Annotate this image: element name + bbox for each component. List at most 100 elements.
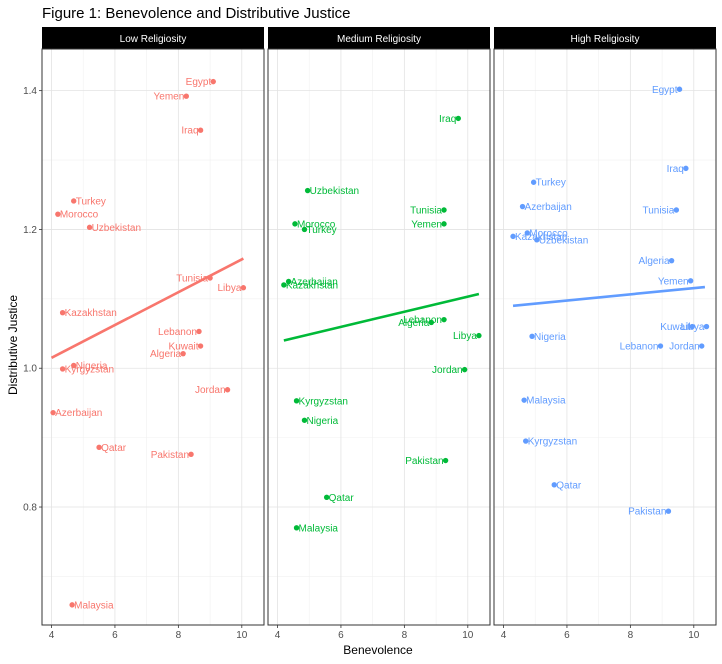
y-tick-label: 1.4	[23, 86, 37, 97]
data-point-kazakhstan	[281, 282, 287, 288]
data-point-qatar	[551, 482, 557, 488]
data-point-uzbekistan	[534, 237, 540, 243]
y-tick-label: 1.2	[23, 225, 37, 236]
data-point-lebanon	[441, 316, 447, 323]
point-label: Yemen	[411, 219, 442, 230]
point-label: Pakistan	[628, 507, 666, 518]
data-point-nigeria	[529, 333, 535, 340]
data-point-malaysia	[521, 397, 527, 403]
fit-line	[512, 285, 706, 308]
point-label: Uzbekistan	[539, 235, 588, 246]
strip-background	[494, 27, 716, 49]
point-label: Algeria	[398, 318, 430, 329]
panel-background	[268, 49, 490, 625]
point-label: Egypt	[652, 85, 678, 96]
x-tick-label: 6	[338, 630, 344, 641]
point-label: Kazakhstan	[286, 280, 338, 291]
data-point-yemen	[687, 278, 694, 284]
data-point-lebanon	[196, 328, 202, 335]
x-tick-label: 8	[402, 630, 408, 641]
point-label: Turkey	[536, 178, 566, 189]
data-point-libya	[476, 332, 482, 339]
data-point-algeria	[428, 319, 435, 326]
data-point-libya	[703, 323, 710, 330]
strip-label: Medium Religiosity	[337, 34, 421, 45]
point-label: Azerbaijan	[291, 277, 338, 288]
point-label: Malaysia	[526, 396, 566, 407]
x-tick-label: 6	[112, 630, 118, 641]
data-point-uzbekistan	[304, 187, 311, 194]
point-label: Turkey	[76, 196, 106, 207]
data-point-algeria	[668, 257, 675, 264]
data-point-algeria	[180, 350, 186, 357]
point-label: Morocco	[529, 228, 568, 239]
data-point-kazakhstan	[510, 233, 516, 240]
point-label: Nigeria	[534, 332, 566, 343]
point-label: Azerbaijan	[55, 408, 102, 419]
data-point-kuwait	[689, 323, 695, 330]
point-label: Libya	[453, 331, 477, 342]
panel-background	[42, 49, 264, 625]
data-point-tunisia	[673, 207, 680, 213]
point-label: Kyrgyzstan	[528, 437, 577, 448]
panel-border	[267, 48, 491, 626]
point-label: Algeria	[638, 256, 670, 267]
strip-label: High Religiosity	[571, 34, 640, 45]
data-point-jordan	[461, 366, 468, 373]
point-label: Iraq	[667, 164, 684, 175]
fit-line	[50, 257, 244, 359]
x-tick-label: 6	[564, 630, 570, 641]
x-tick-label: 4	[49, 630, 55, 641]
x-tick-label: 4	[275, 630, 281, 641]
strip-background	[268, 27, 490, 49]
point-label: Qatar	[329, 493, 355, 504]
data-point-kazakhstan	[59, 310, 66, 316]
point-label: Kyrgyzstan	[299, 396, 348, 407]
x-tick-label: 10	[688, 630, 700, 641]
data-point-kyrgyzstan	[59, 366, 66, 372]
panel-border	[493, 48, 717, 626]
data-point-kuwait	[197, 343, 204, 349]
data-point-morocco	[524, 230, 530, 236]
point-label: Jordan	[432, 365, 463, 376]
data-point-pakistan	[665, 508, 672, 514]
point-label: Pakistan	[151, 450, 189, 461]
x-tick-label: 4	[501, 630, 507, 641]
data-point-azerbaijan	[50, 409, 56, 416]
point-label: Lebanon	[158, 327, 197, 338]
point-label: Tunisia	[176, 274, 208, 285]
point-label: Kazakhstan	[65, 308, 117, 319]
strip-label: Low Religiosity	[120, 34, 187, 45]
point-label: Iraq	[439, 114, 456, 125]
data-point-qatar	[323, 494, 330, 501]
data-point-malaysia	[69, 602, 75, 608]
x-tick-label: 8	[176, 630, 182, 641]
facet-panels: Low Religiosity Egypt Yemen Iraq Turkey Moroc…	[41, 27, 717, 641]
data-point-jordan	[224, 387, 231, 393]
point-label: Libya	[217, 283, 241, 294]
point-label: Azerbaijan	[525, 202, 572, 213]
point-label: Yemen	[154, 92, 185, 103]
point-label: Libya	[681, 322, 705, 333]
data-point-yemen	[441, 221, 447, 227]
point-label: Kuwait	[169, 342, 199, 353]
point-label: Kuwait	[660, 322, 690, 333]
y-tick-label: 0.8	[23, 503, 37, 514]
point-label: Turkey	[306, 225, 336, 236]
point-label: Yemen	[658, 276, 689, 287]
data-point-tunisia	[441, 207, 447, 213]
point-label: Lebanon	[620, 342, 659, 353]
x-axis-title: Benevolence	[343, 643, 413, 657]
data-point-kyrgyzstan	[523, 438, 529, 444]
point-label: Malaysia	[299, 523, 339, 534]
data-point-nigeria	[301, 417, 308, 423]
data-point-morocco	[55, 211, 61, 217]
strip-background	[42, 27, 264, 49]
data-point-qatar	[96, 444, 102, 451]
point-label: Algeria	[150, 349, 182, 360]
fit-line	[283, 292, 480, 342]
y-axis: 0.8 1.0 1.2 1.4	[23, 86, 42, 514]
point-label: Kyrgyzstan	[65, 364, 114, 375]
